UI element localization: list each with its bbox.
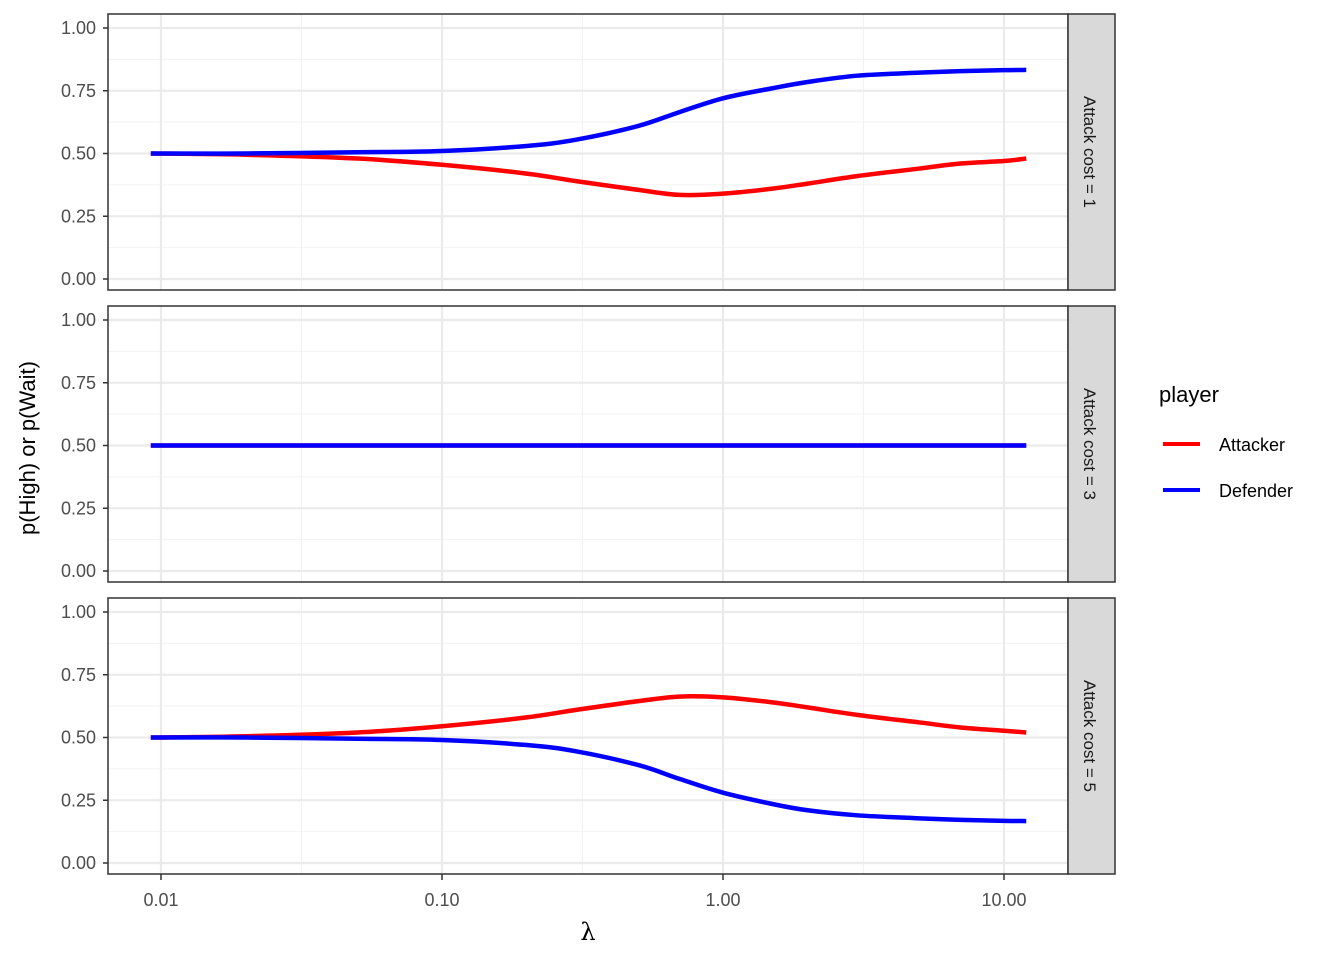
- y-tick-label: 0.25: [61, 498, 96, 518]
- y-tick-label: 1.00: [61, 18, 96, 38]
- y-tick-label: 0.50: [61, 144, 96, 164]
- y-tick-label: 0.75: [61, 665, 96, 685]
- x-tick-label: 0.10: [424, 890, 459, 910]
- series-line-defender: [150, 735, 1027, 824]
- y-tick-label: 1.00: [61, 602, 96, 622]
- x-axis: 0.01 0.10 1.00 10.00: [143, 874, 1027, 910]
- legend-title: player: [1159, 382, 1219, 407]
- y-tick-label: 0.50: [61, 728, 96, 748]
- y-tick-label: 0.75: [61, 373, 96, 393]
- facet-panel: 0.00 0.25 0.50 0.75 1.00 Attack cost = 3: [61, 305, 1116, 583]
- facet-strip: Attack cost = 5: [1067, 597, 1116, 875]
- facet-strip-label: Attack cost = 5: [1080, 680, 1099, 792]
- facet-strip-label: Attack cost = 3: [1080, 388, 1099, 500]
- series-line-attacker: [150, 151, 1027, 198]
- x-tick-label: 0.01: [143, 890, 178, 910]
- y-tick-label: 0.00: [61, 561, 96, 581]
- y-tick-label: 0.00: [61, 853, 96, 873]
- y-tick-label: 0.25: [61, 206, 96, 226]
- y-tick-label: 1.00: [61, 310, 96, 330]
- series-line-attacker: [150, 694, 1027, 740]
- x-axis-title: λ: [580, 918, 595, 946]
- y-axis-title: p(High) or p(Wait): [15, 361, 40, 535]
- facet-panel: 0.00 0.25 0.50 0.75 1.00 Attack cost = 5: [61, 597, 1116, 875]
- facet-strip-label: Attack cost = 1: [1080, 96, 1099, 208]
- y-tick-label: 0.25: [61, 790, 96, 810]
- y-tick-label: 0.00: [61, 269, 96, 289]
- x-tick-label: 1.00: [705, 890, 740, 910]
- facet-strip: Attack cost = 1: [1067, 13, 1116, 291]
- legend-label-attacker: Attacker: [1219, 435, 1285, 455]
- y-tick-label: 0.75: [61, 81, 96, 101]
- legend-item-defender: Defender: [1163, 481, 1293, 501]
- legend: player Attacker Defender: [1159, 382, 1293, 501]
- series-line-defender: [150, 67, 1027, 156]
- y-tick-label: 0.50: [61, 436, 96, 456]
- legend-label-defender: Defender: [1219, 481, 1293, 501]
- legend-item-attacker: Attacker: [1163, 435, 1285, 455]
- facet-panel: 0.00 0.25 0.50 0.75 1.00 Attack cost = 1: [61, 13, 1116, 291]
- x-tick-label: 10.00: [981, 890, 1026, 910]
- facet-strip: Attack cost = 3: [1067, 305, 1116, 583]
